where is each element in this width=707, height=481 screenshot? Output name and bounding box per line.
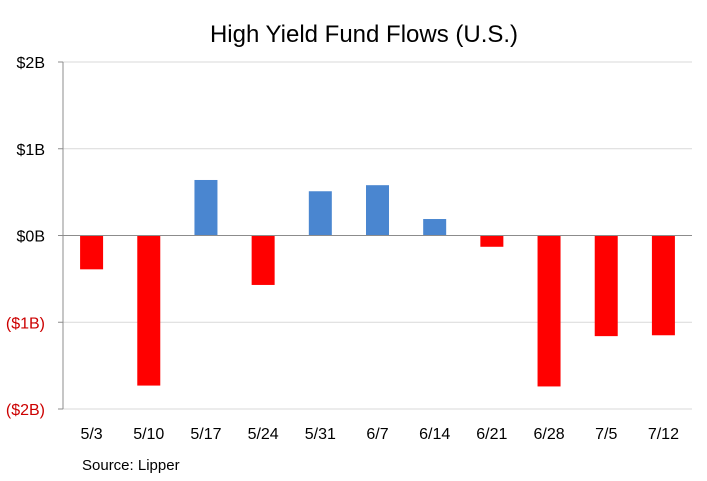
- bar: [80, 235, 104, 270]
- x-tick-label: 6/28: [533, 426, 564, 443]
- bar: [251, 235, 275, 285]
- bar: [423, 219, 447, 236]
- bar: [194, 179, 218, 236]
- x-axis-tick-labels: 5/3 5/10 5/17 5/24 5/31 6/7 6/14 6/21 6/28 7/5 7/1…: [80, 426, 679, 443]
- x-tick-label: 6/14: [419, 426, 450, 443]
- x-tick-label: 7/5: [595, 426, 617, 443]
- chart-title: High Yield Fund Flows (U.S.): [210, 21, 518, 48]
- bar: [537, 235, 561, 387]
- bar: [480, 235, 504, 247]
- y-tick-label: $1B: [17, 142, 45, 159]
- x-tick-label: 6/7: [366, 426, 388, 443]
- y-tick-label: ($1B): [6, 315, 45, 332]
- x-tick-label: 5/3: [80, 426, 102, 443]
- x-tick-label: 5/17: [190, 426, 221, 443]
- bar: [366, 185, 389, 236]
- y-tick-label: $0B: [17, 229, 45, 246]
- source-note: Source: Lipper: [82, 457, 180, 474]
- bars: [80, 179, 675, 387]
- bar: [308, 191, 332, 236]
- x-tick-label: 5/31: [305, 426, 336, 443]
- axes: [58, 61, 692, 410]
- y-axis-tick-labels: $2B $1B $0B ($1B) ($2B): [6, 55, 45, 419]
- bar: [137, 235, 161, 386]
- x-tick-label: 7/12: [648, 426, 679, 443]
- x-tick-label: 6/21: [476, 426, 507, 443]
- x-tick-label: 5/10: [133, 426, 164, 443]
- bar: [651, 235, 675, 336]
- x-tick-label: 5/24: [248, 426, 279, 443]
- y-tick-label: ($2B): [6, 402, 45, 419]
- bar: [594, 235, 618, 337]
- y-tick-label: $2B: [17, 55, 45, 72]
